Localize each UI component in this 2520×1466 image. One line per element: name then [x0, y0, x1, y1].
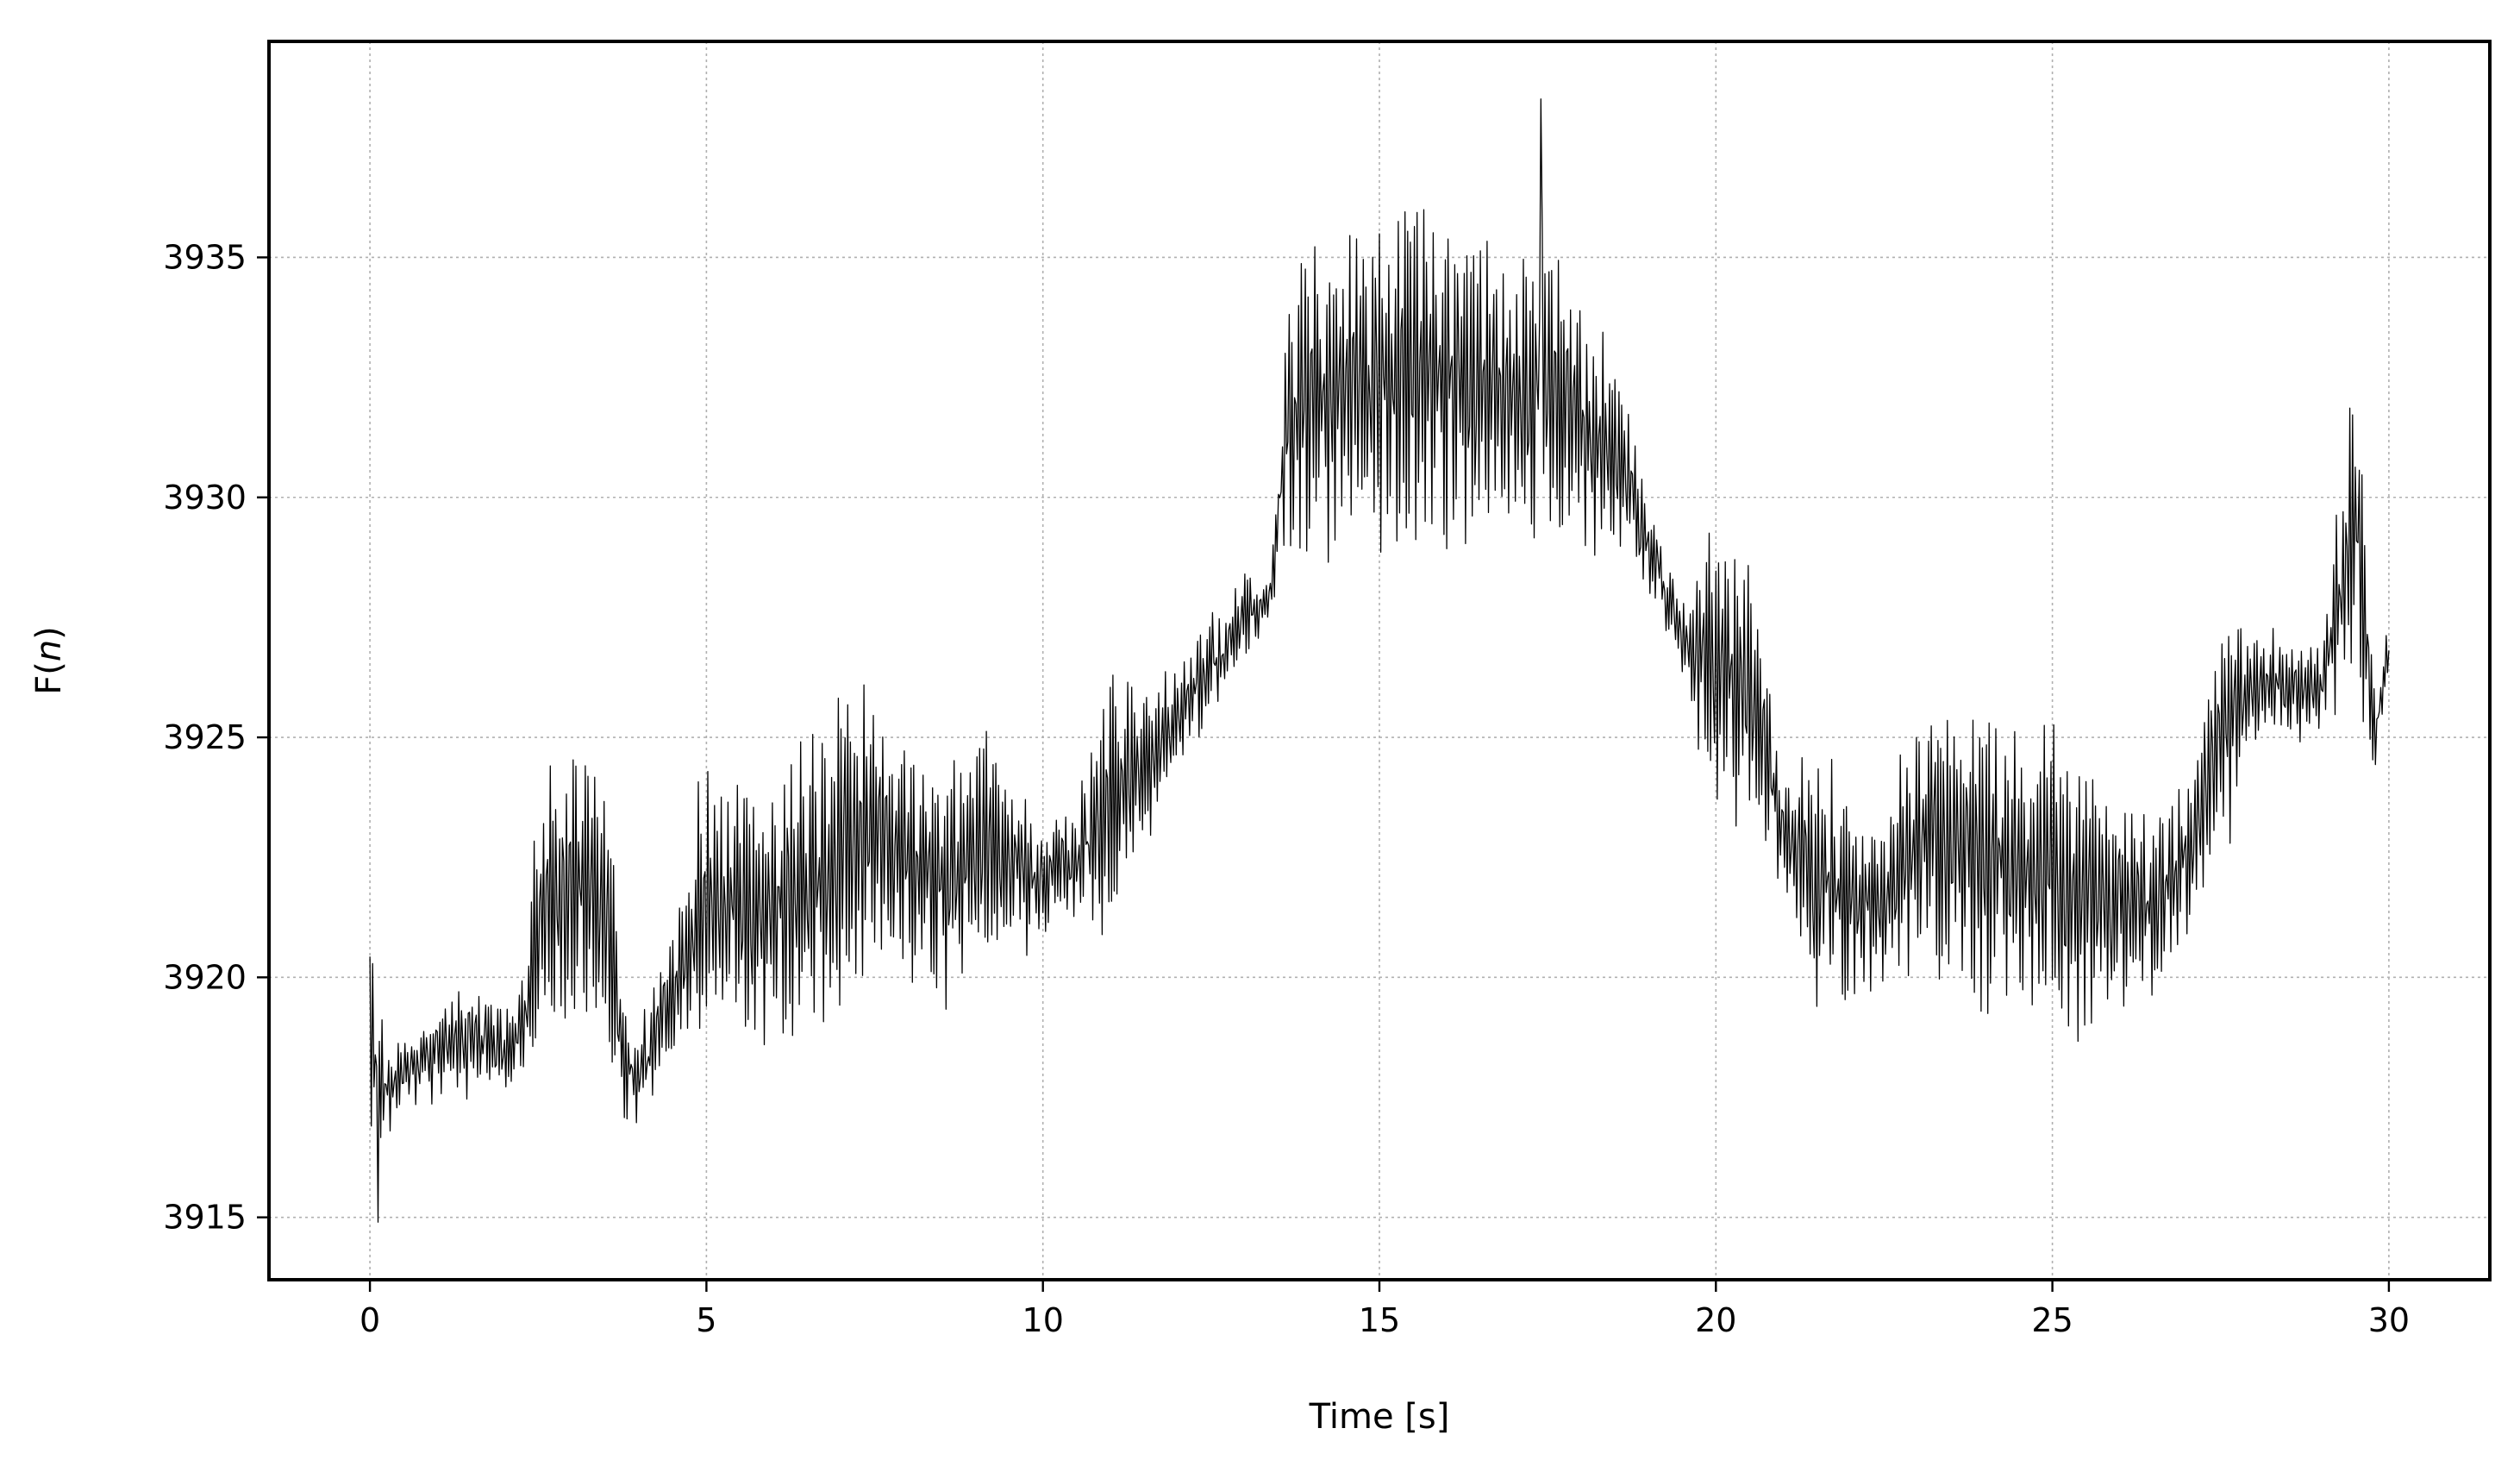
y-axis-label: F(n)	[29, 626, 69, 695]
x-tick-label: 25	[2031, 1301, 2073, 1339]
y-tick-label: 3925	[163, 718, 247, 756]
y-axis-label-base: F(	[29, 661, 69, 695]
x-axis-label: Time [s]	[1309, 1397, 1450, 1437]
y-tick-label: 3915	[163, 1199, 247, 1237]
y-axis-ticks: 3915 3920 3925 3930 3935	[163, 238, 269, 1237]
x-tick-label: 0	[360, 1301, 380, 1339]
x-tick-label: 5	[696, 1301, 716, 1339]
x-tick-label: 30	[2368, 1301, 2410, 1339]
x-tick-label: 10	[1022, 1301, 1064, 1339]
series-layer	[369, 98, 2390, 1223]
y-tick-label: 3920	[163, 958, 247, 996]
y-axis-label-var: n	[29, 640, 69, 661]
y-tick-label: 3930	[163, 479, 247, 517]
series-line	[369, 98, 2390, 1223]
x-tick-label: 20	[1695, 1301, 1736, 1339]
y-tick-label: 3935	[163, 238, 247, 276]
x-tick-label: 15	[1359, 1301, 1400, 1339]
y-axis-label-close: )	[29, 626, 69, 640]
x-axis-ticks: 0 5 10 15 20 25 30	[360, 1280, 2410, 1339]
